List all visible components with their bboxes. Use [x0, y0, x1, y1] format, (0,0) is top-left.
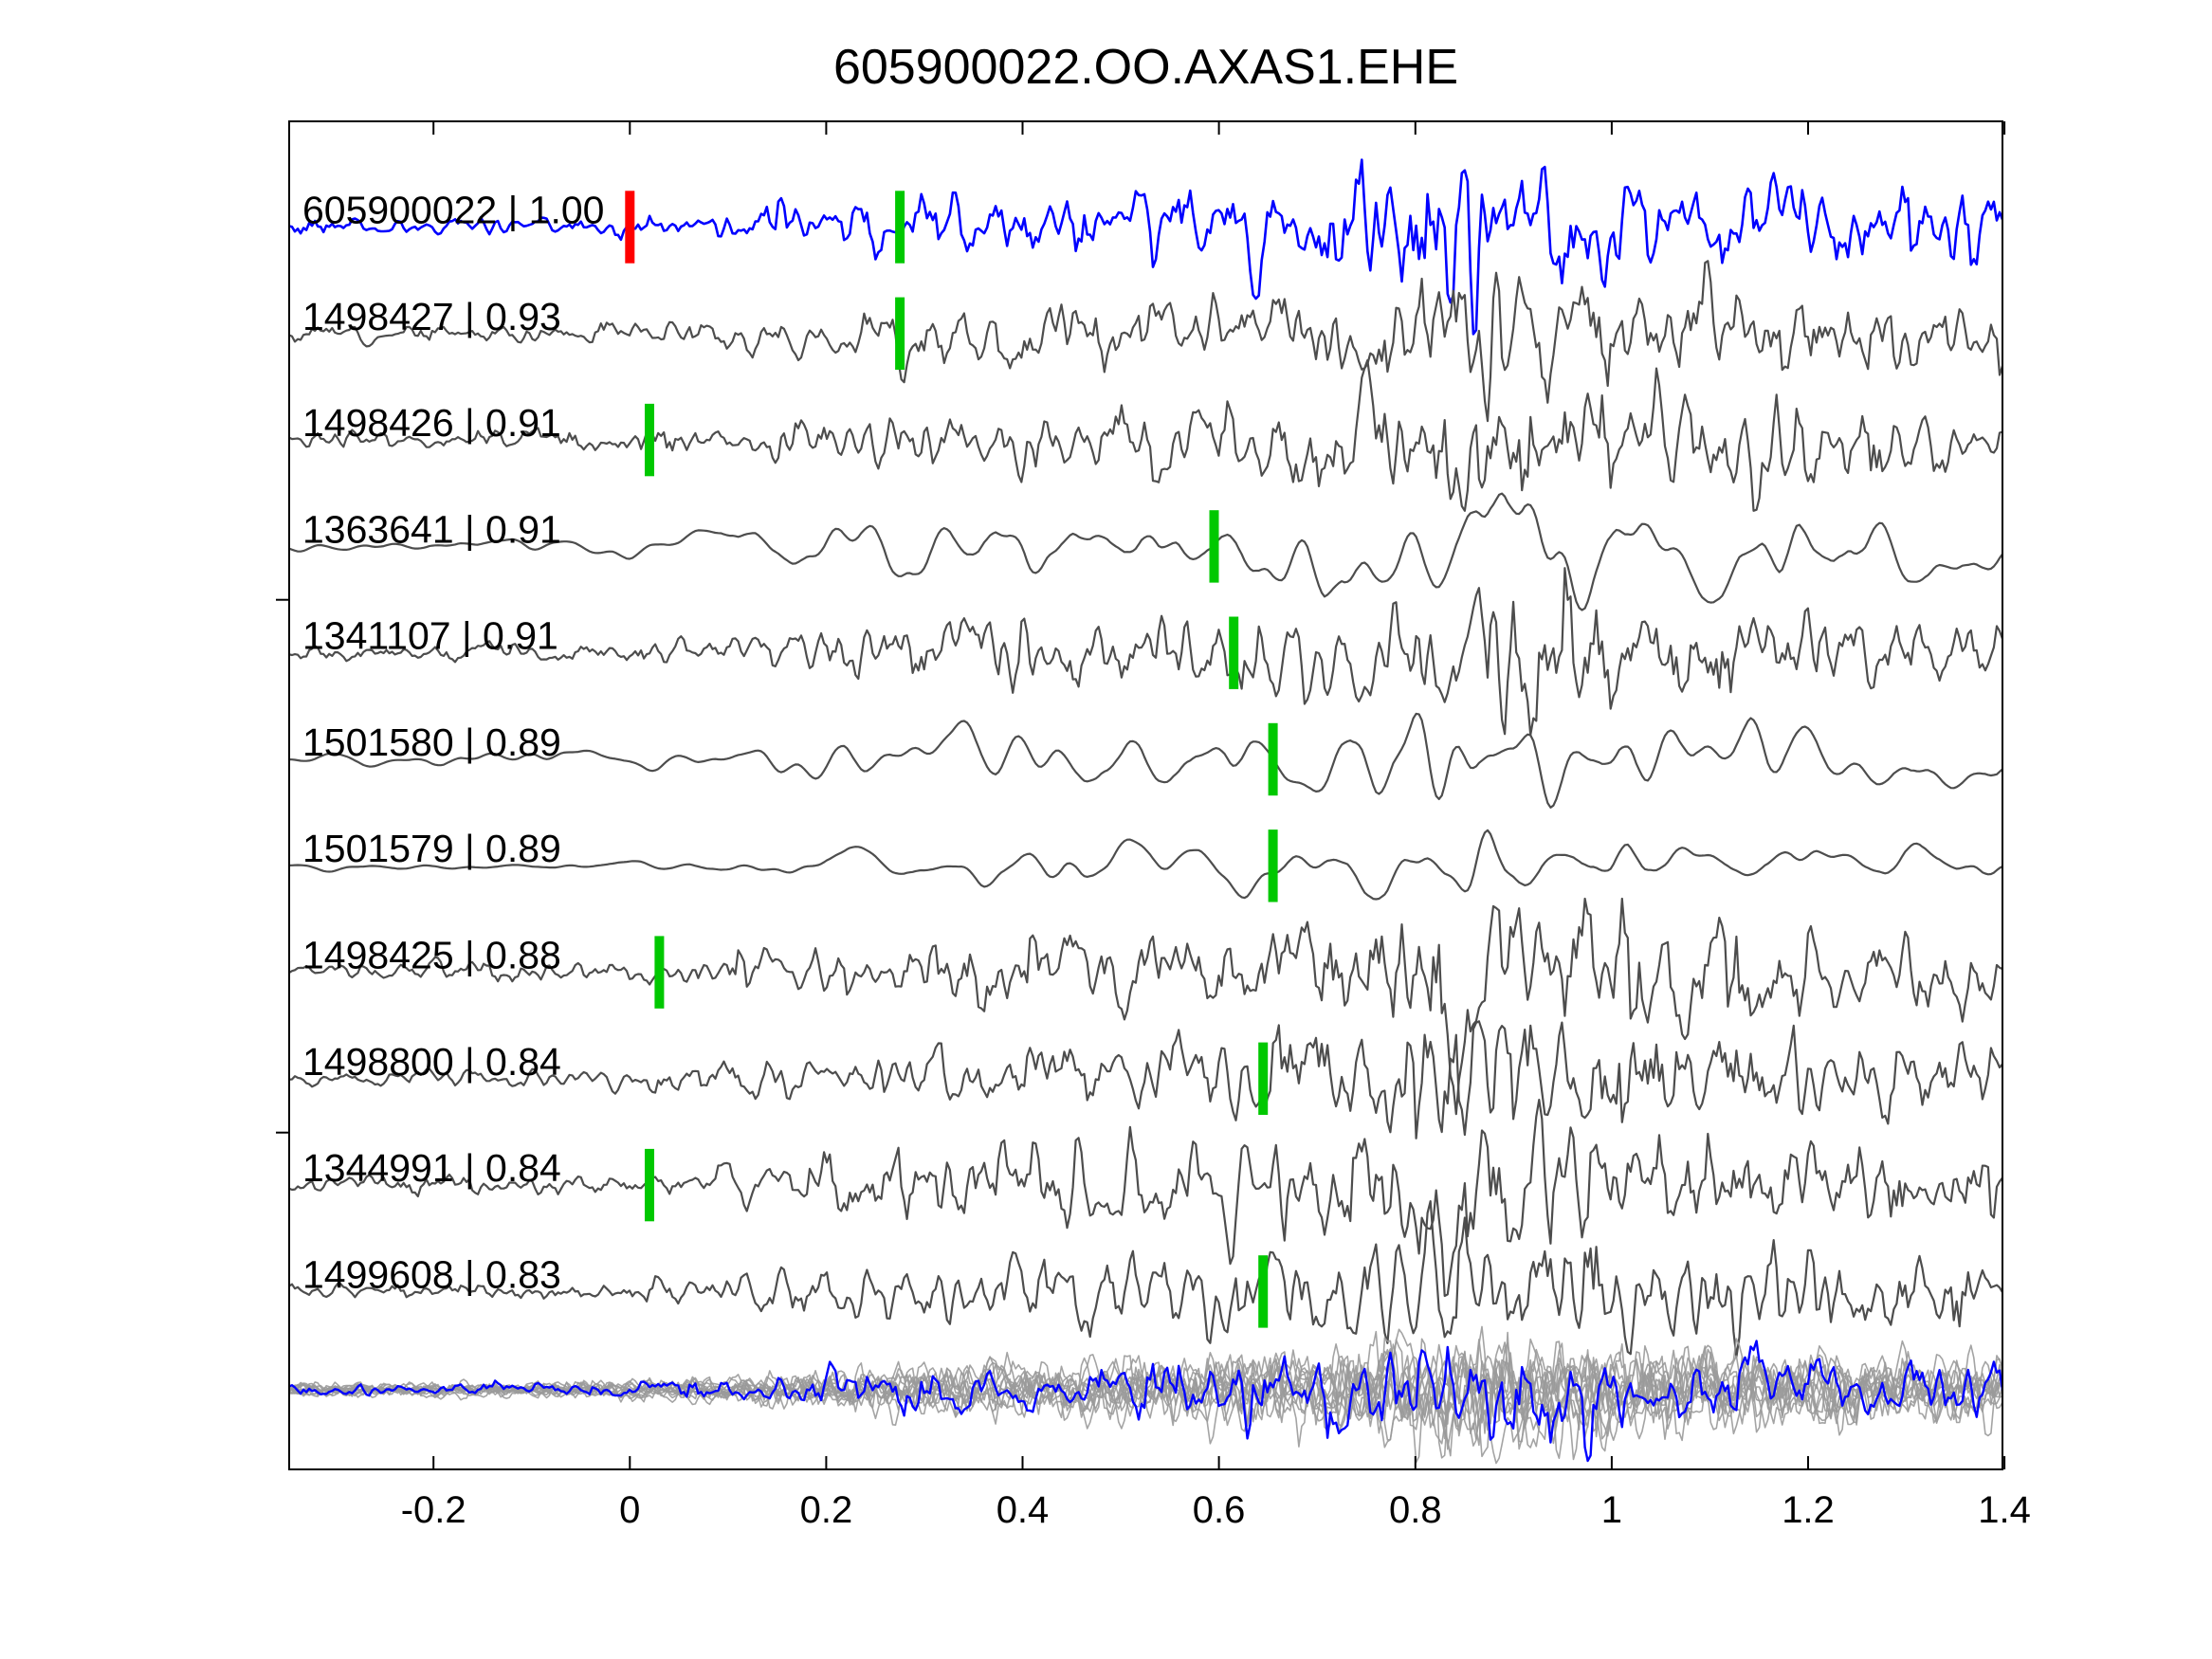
- svg-text:605900022 | 1.00: 605900022 | 1.00: [302, 189, 604, 232]
- svg-text:0.6: 0.6: [1193, 1489, 1246, 1531]
- svg-text:1499608 | 0.83: 1499608 | 0.83: [302, 1252, 561, 1296]
- svg-text:1498426 | 0.91: 1498426 | 0.91: [302, 401, 561, 445]
- svg-text:0.2: 0.2: [800, 1489, 853, 1531]
- svg-text:605900022.OO.AXAS1.EHE: 605900022.OO.AXAS1.EHE: [833, 40, 1458, 95]
- svg-text:1: 1: [1601, 1489, 1622, 1531]
- svg-text:1498425 | 0.88: 1498425 | 0.88: [302, 934, 561, 977]
- svg-text:1344991 | 0.84: 1344991 | 0.84: [302, 1146, 561, 1190]
- svg-text:1.2: 1.2: [1782, 1489, 1835, 1531]
- svg-text:1498800 | 0.84: 1498800 | 0.84: [302, 1040, 561, 1084]
- svg-text:1.4: 1.4: [1978, 1489, 2031, 1531]
- svg-text:0: 0: [619, 1489, 640, 1531]
- svg-text:0.8: 0.8: [1389, 1489, 1442, 1531]
- svg-text:-0.2: -0.2: [401, 1489, 466, 1531]
- svg-text:1341107 | 0.91: 1341107 | 0.91: [302, 614, 558, 658]
- svg-text:0.4: 0.4: [996, 1489, 1050, 1531]
- svg-text:1498427 | 0.93: 1498427 | 0.93: [302, 295, 561, 338]
- svg-text:1363641 | 0.91: 1363641 | 0.91: [302, 507, 561, 551]
- svg-text:1501580 | 0.89: 1501580 | 0.89: [302, 720, 561, 764]
- svg-text:1501579 | 0.89: 1501579 | 0.89: [302, 827, 561, 870]
